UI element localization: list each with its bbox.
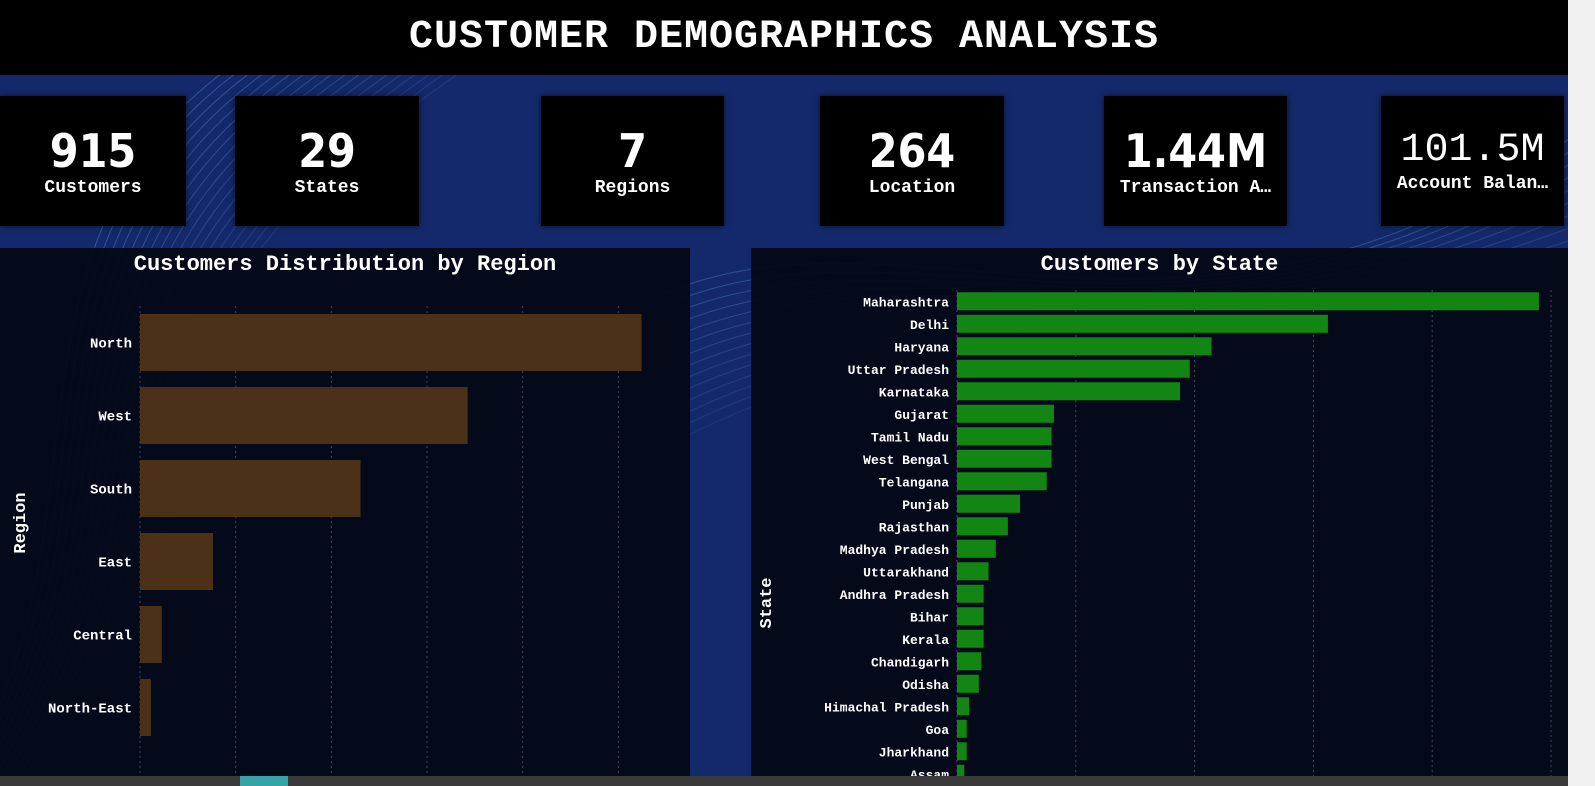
kpi-card-transaction-amount[interactable]: 1.44M Transaction A… — [1104, 96, 1287, 226]
bar[interactable] — [957, 584, 984, 603]
bar[interactable] — [957, 292, 1539, 311]
bar[interactable] — [957, 472, 1047, 491]
category-label: Delhi — [910, 318, 949, 333]
category-label: Jharkhand — [879, 745, 949, 760]
category-label: Andhra Pradesh — [840, 588, 949, 603]
category-label: Tamil Nadu — [871, 430, 949, 445]
kpi-value: 29 — [298, 124, 356, 178]
bar[interactable] — [957, 382, 1181, 401]
kpi-card-regions[interactable]: 7 Regions — [541, 96, 724, 226]
bar[interactable] — [140, 387, 468, 444]
category-label: North-East — [48, 702, 132, 718]
bar[interactable] — [957, 674, 979, 693]
kpi-card-location[interactable]: 264 Location — [820, 96, 1004, 226]
category-label: Gujarat — [894, 408, 949, 423]
kpi-label: Regions — [594, 178, 671, 198]
bar[interactable] — [957, 742, 967, 761]
bar[interactable] — [957, 652, 982, 671]
category-label: East — [98, 556, 132, 572]
bar[interactable] — [140, 606, 162, 663]
bar[interactable] — [957, 449, 1052, 468]
region-chart-title: Customers Distribution by Region — [133, 252, 557, 277]
category-label: Maharashtra — [863, 295, 949, 310]
bar[interactable] — [957, 764, 965, 783]
state-bar-chart: Maharashtra Delhi Haryana Uttar Pradesh Karn… — [758, 290, 1552, 786]
dashboard-header: CUSTOMER DEMOGRAPHICS ANALYSIS — [0, 0, 1568, 75]
bar[interactable] — [957, 404, 1054, 423]
bar[interactable] — [957, 697, 970, 716]
bar[interactable] — [957, 539, 996, 558]
state-chart-title: Customers by State — [1040, 252, 1279, 277]
kpi-value: 101.5M — [1400, 128, 1545, 173]
category-label: North — [90, 337, 132, 353]
region-chart-panel: Customers Distribution by Region North We… — [0, 248, 690, 786]
category-label: West — [98, 410, 132, 426]
region-bar-chart: North West South East Central North-East Regio… — [12, 306, 642, 786]
bar[interactable] — [957, 337, 1212, 356]
state-chart-panel: Customers by State Maharashtra Delhi Harya… — [751, 248, 1568, 786]
kpi-label: Location — [868, 178, 956, 198]
kpi-label: States — [294, 178, 360, 198]
bar[interactable] — [140, 679, 151, 736]
category-label: Central — [73, 629, 132, 645]
y-axis-title: State — [758, 577, 777, 628]
category-label: Himachal Pradesh — [824, 700, 949, 715]
category-label: South — [90, 483, 132, 499]
kpi-label: Transaction A… — [1119, 178, 1272, 198]
category-label: Karnataka — [879, 385, 949, 400]
category-label: Odisha — [902, 678, 949, 693]
category-label: Goa — [926, 723, 950, 738]
kpi-label: Customers — [44, 178, 142, 198]
category-label: Bihar — [910, 610, 949, 625]
kpi-value: 264 — [868, 124, 956, 178]
kpi-card-states[interactable]: 29 States — [235, 96, 419, 226]
bar[interactable] — [140, 533, 213, 590]
bar[interactable] — [957, 359, 1190, 378]
category-label: Punjab — [902, 498, 949, 513]
bar[interactable] — [957, 607, 984, 626]
page-title: CUSTOMER DEMOGRAPHICS ANALYSIS — [408, 15, 1160, 60]
kpi-value: 915 — [49, 124, 137, 178]
bar[interactable] — [957, 629, 984, 648]
bar[interactable] — [957, 517, 1008, 536]
bar[interactable] — [957, 314, 1328, 333]
kpi-card-customers[interactable]: 915 Customers — [0, 96, 186, 226]
bar[interactable] — [957, 427, 1052, 446]
kpi-value: 1.44M — [1123, 124, 1268, 178]
horizontal-scrollbar-thumb[interactable] — [240, 776, 288, 786]
category-label: Haryana — [894, 340, 949, 355]
category-label: Uttarakhand — [863, 565, 949, 580]
bar[interactable] — [957, 562, 989, 581]
y-axis-title: Region — [12, 492, 31, 553]
vertical-scrollbar[interactable] — [1568, 0, 1595, 786]
bar[interactable] — [957, 494, 1021, 513]
category-label: Madhya Pradesh — [840, 543, 949, 558]
category-label: Kerala — [902, 633, 949, 648]
category-label: Telangana — [879, 475, 949, 490]
bar[interactable] — [140, 460, 361, 517]
category-label: Rajasthan — [879, 520, 949, 535]
category-label: Chandigarh — [871, 655, 949, 670]
category-label: West Bengal — [863, 453, 949, 468]
bar[interactable] — [140, 314, 642, 371]
category-label: Uttar Pradesh — [848, 363, 950, 378]
bar[interactable] — [957, 719, 967, 738]
kpi-card-account-balance[interactable]: 101.5M Account Balan… — [1381, 96, 1564, 226]
kpi-label: Account Balan… — [1396, 174, 1549, 194]
horizontal-scrollbar[interactable] — [0, 776, 1568, 786]
kpi-value: 7 — [618, 124, 647, 178]
